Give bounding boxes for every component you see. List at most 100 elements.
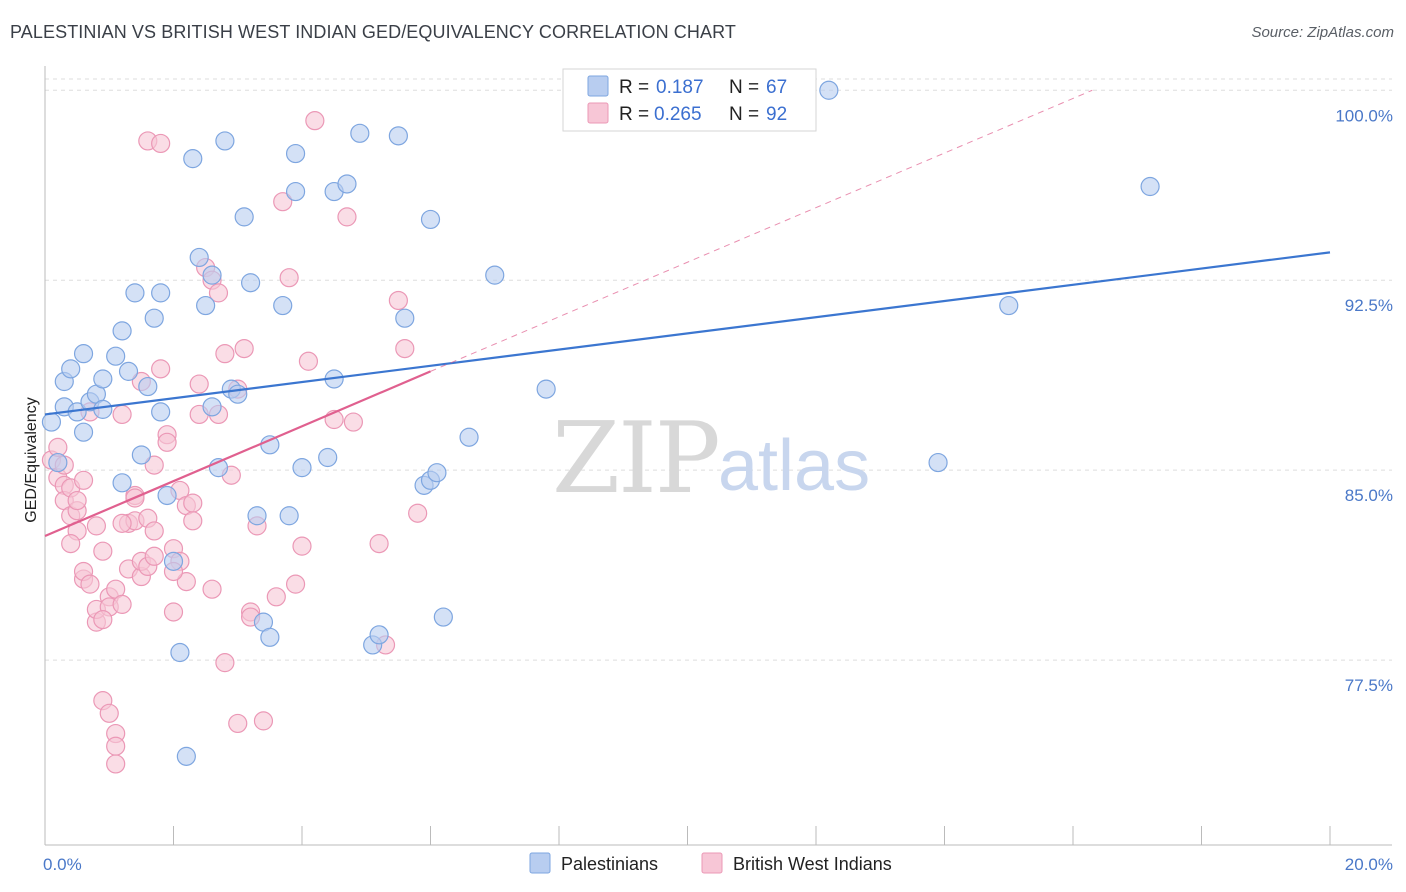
point-palestinians bbox=[285, 143, 306, 164]
legend-r-label-0: R = bbox=[619, 77, 649, 98]
point-british-west-indians bbox=[112, 594, 132, 614]
point-british-west-indians bbox=[93, 541, 113, 561]
point-palestinians bbox=[138, 376, 158, 397]
point-british-west-indians bbox=[73, 470, 94, 490]
point-british-west-indians bbox=[408, 503, 428, 523]
trend-extension-british-west-indians bbox=[430, 89, 1093, 372]
point-palestinians bbox=[485, 265, 505, 285]
point-palestinians bbox=[228, 384, 248, 404]
point-palestinians bbox=[928, 452, 948, 473]
point-british-west-indians bbox=[266, 587, 286, 607]
point-british-west-indians bbox=[176, 572, 196, 592]
point-palestinians bbox=[202, 265, 222, 285]
legend-n-value-0: 67 bbox=[766, 77, 787, 98]
point-palestinians bbox=[41, 412, 62, 432]
point-british-west-indians bbox=[215, 344, 235, 364]
point-palestinians bbox=[144, 308, 164, 328]
point-british-west-indians bbox=[215, 653, 235, 673]
point-british-west-indians bbox=[106, 736, 126, 756]
point-palestinians bbox=[73, 422, 94, 442]
trend-line-palestinians bbox=[44, 251, 1331, 416]
point-british-west-indians bbox=[189, 374, 209, 394]
x-tick-label-start: 0.0% bbox=[43, 855, 82, 874]
point-palestinians bbox=[318, 447, 338, 468]
watermark-atlas: atlas bbox=[718, 426, 870, 506]
legend-r-label-1: R = bbox=[619, 104, 649, 125]
point-british-west-indians bbox=[144, 546, 164, 566]
point-british-west-indians bbox=[144, 455, 164, 475]
point-palestinians bbox=[388, 126, 408, 146]
point-british-west-indians bbox=[183, 493, 203, 513]
point-palestinians bbox=[170, 642, 190, 663]
y-tick-label: 92.5% bbox=[1345, 296, 1393, 315]
point-palestinians bbox=[125, 283, 145, 303]
point-palestinians bbox=[285, 181, 306, 202]
point-palestinians bbox=[112, 321, 132, 341]
point-palestinians bbox=[427, 463, 447, 483]
point-british-west-indians bbox=[279, 268, 299, 288]
point-british-west-indians bbox=[99, 703, 119, 723]
legend-r-value-1: 0.265 bbox=[654, 104, 702, 125]
point-palestinians bbox=[202, 397, 222, 417]
point-british-west-indians bbox=[273, 192, 293, 212]
series-british-west-indians bbox=[41, 111, 428, 774]
legend-r-value-0: 0.187 bbox=[656, 77, 704, 98]
point-palestinians bbox=[999, 295, 1019, 316]
point-palestinians bbox=[196, 295, 216, 316]
point-palestinians bbox=[433, 607, 453, 627]
point-british-west-indians bbox=[61, 534, 81, 554]
point-palestinians bbox=[279, 506, 299, 526]
series-palestinians bbox=[41, 80, 1160, 766]
watermark: ZIP atlas bbox=[552, 402, 870, 516]
point-palestinians bbox=[260, 627, 280, 647]
point-british-west-indians bbox=[151, 133, 171, 154]
point-british-west-indians bbox=[112, 513, 132, 533]
point-british-west-indians bbox=[202, 579, 222, 599]
point-british-west-indians bbox=[298, 351, 319, 371]
point-british-west-indians bbox=[305, 111, 325, 131]
point-palestinians bbox=[183, 149, 203, 169]
point-palestinians bbox=[1140, 176, 1160, 197]
point-palestinians bbox=[118, 361, 139, 381]
point-palestinians bbox=[151, 402, 171, 422]
point-british-west-indians bbox=[343, 412, 363, 432]
legend-n-label-0: N = bbox=[729, 77, 759, 98]
chart-title: PALESTINIAN VS BRITISH WEST INDIAN GED/E… bbox=[10, 22, 736, 42]
legend-swatch-palestinians bbox=[587, 75, 609, 97]
watermark-zip: ZIP bbox=[552, 402, 719, 516]
point-palestinians bbox=[350, 123, 370, 143]
point-british-west-indians bbox=[112, 404, 132, 425]
point-palestinians bbox=[273, 295, 293, 316]
point-palestinians bbox=[112, 473, 132, 493]
point-british-west-indians bbox=[80, 574, 100, 594]
point-british-west-indians bbox=[93, 609, 113, 630]
point-british-west-indians bbox=[67, 490, 87, 511]
point-palestinians bbox=[337, 174, 357, 194]
point-british-west-indians bbox=[285, 574, 306, 594]
point-palestinians bbox=[189, 247, 209, 268]
y-axis-title: GED/Equivalency bbox=[23, 397, 40, 522]
point-palestinians bbox=[260, 435, 280, 455]
bottom-legend-swatch-british-west-indians bbox=[701, 852, 723, 874]
point-british-west-indians bbox=[106, 754, 126, 774]
point-palestinians bbox=[369, 625, 389, 645]
point-palestinians bbox=[61, 359, 81, 379]
bottom-legend-label-palestinians: Palestinians bbox=[561, 854, 658, 874]
point-palestinians bbox=[131, 445, 151, 465]
point-palestinians bbox=[151, 283, 171, 303]
point-palestinians bbox=[93, 399, 113, 419]
point-british-west-indians bbox=[395, 338, 415, 359]
point-palestinians bbox=[215, 131, 235, 151]
point-british-west-indians bbox=[163, 602, 184, 622]
point-palestinians bbox=[459, 427, 479, 447]
gridlines bbox=[45, 78, 1392, 661]
trend-lines bbox=[44, 89, 1331, 538]
point-palestinians bbox=[73, 344, 94, 364]
bottom-legend: Palestinians British West Indians bbox=[529, 852, 892, 874]
trend-line-british-west-indians bbox=[44, 370, 431, 538]
tick-labels: 77.5% 85.0% 92.5% 100.0% 0.0% 20.0% bbox=[43, 106, 1393, 874]
point-british-west-indians bbox=[388, 290, 408, 311]
point-british-west-indians bbox=[144, 521, 164, 541]
point-british-west-indians bbox=[151, 359, 171, 379]
